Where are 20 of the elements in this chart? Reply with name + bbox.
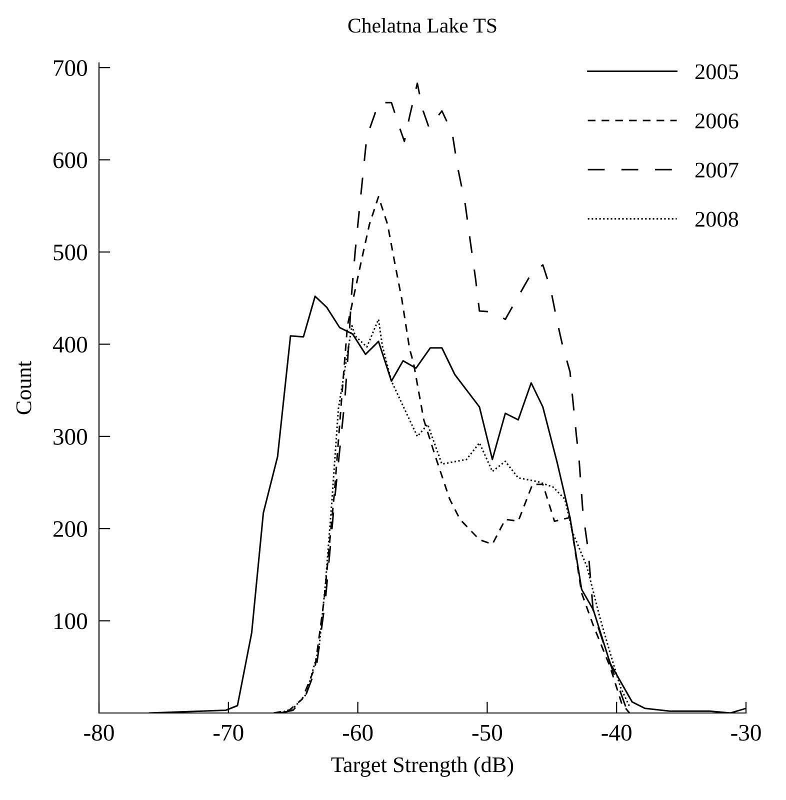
y-tick-label: 500 (54, 244, 87, 260)
x-tick-label: -40 (602, 724, 632, 741)
y-tick-label: 200 (54, 521, 87, 538)
x-tick-label: -30 (731, 724, 761, 741)
x-tick-label: -50 (472, 724, 502, 741)
y-tick-label: 700 (54, 60, 87, 76)
legend-label: 2008 (695, 212, 738, 227)
legend-label: 2007 (695, 162, 738, 178)
legend-label: 2005 (695, 64, 738, 80)
x-tick-label: -60 (342, 724, 373, 741)
x-tick-label: -70 (214, 724, 244, 741)
y-tick-label: 300 (54, 428, 87, 445)
x-axis-title: Target Strength (dB) (331, 756, 514, 777)
y-axis-title: Count (16, 360, 32, 414)
y-tick-label: 600 (53, 152, 87, 168)
y-tick-label: 400 (52, 336, 87, 353)
x-tick-label: -80 (84, 724, 114, 741)
y-tick-label: 100 (54, 613, 87, 630)
legend-label: 2006 (695, 113, 738, 128)
chart-title: Chelatna Lake TS (348, 18, 496, 33)
